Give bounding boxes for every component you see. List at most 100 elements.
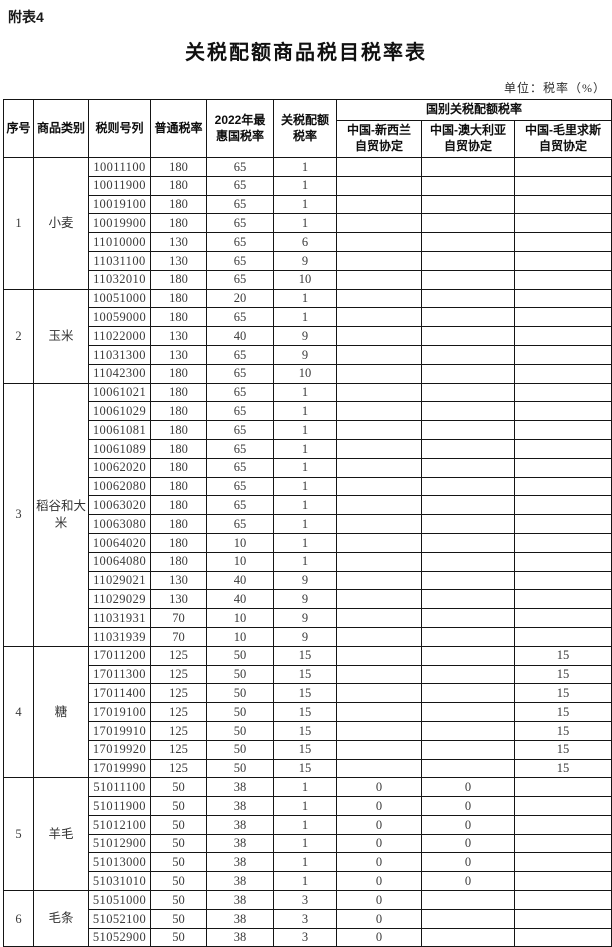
- rate-cell: [336, 514, 422, 534]
- rate-cell: [421, 420, 515, 440]
- rate-cell: [336, 720, 422, 741]
- rate-cell: [336, 532, 422, 553]
- rate-cell: [513, 589, 612, 610]
- category-cell: 小麦: [33, 157, 89, 290]
- header-mu-fta: 中国-毛里求斯 自贸协定: [513, 120, 612, 158]
- rate-cell: 0: [421, 777, 515, 798]
- table-body: 1 小麦 10011100 180 65 1 10011900 180 65 1 10019100 1…: [3, 157, 612, 947]
- rate-cell: 65: [206, 495, 274, 516]
- rate-cell: [336, 232, 422, 252]
- rate-cell: 15: [273, 683, 337, 704]
- rate-cell: 125: [150, 645, 207, 666]
- rate-cell: [513, 833, 612, 854]
- rate-cell: 130: [150, 326, 207, 346]
- rate-cell: [513, 871, 612, 892]
- rate-cell: [336, 589, 422, 610]
- header-country-group: 国别关税配额税率: [335, 99, 612, 121]
- rate-cell: 1: [273, 814, 337, 835]
- rate-cell: [513, 250, 612, 271]
- table-row: 17019920 125 50 15 15: [4, 739, 612, 760]
- rate-cell: 15: [273, 664, 337, 685]
- rate-cell: [421, 457, 515, 478]
- rate-cell: [513, 307, 612, 328]
- rate-cell: [513, 495, 612, 516]
- rate-cell: [421, 739, 515, 760]
- table-row: 10063020 180 65 1: [4, 495, 612, 516]
- rate-cell: [513, 157, 612, 177]
- rate-cell: 125: [150, 739, 207, 760]
- rate-cell: 180: [150, 175, 207, 196]
- rate-cell: 50: [206, 702, 274, 722]
- rate-cell: [336, 551, 422, 572]
- rate-cell: 50: [150, 777, 207, 798]
- rate-cell: 0: [421, 796, 515, 816]
- rate-cell: 50: [150, 814, 207, 835]
- rate-cell: [336, 194, 422, 215]
- table-row: 10019100 180 65 1: [4, 194, 612, 215]
- rate-cell: 50: [150, 852, 207, 873]
- table-row: 3 稻谷和大米 10061021 180 65 1: [3, 382, 612, 647]
- tariff-code-cell: 10062020: [88, 457, 151, 478]
- rate-cell: [421, 382, 515, 403]
- table-row: 10019900 180 65 1: [4, 213, 612, 234]
- rate-cell: 40: [206, 570, 274, 591]
- rate-cell: 40: [206, 589, 274, 610]
- rate-cell: 180: [150, 363, 207, 384]
- tariff-code-cell: 10019100: [88, 194, 151, 215]
- rate-cell: 65: [206, 307, 274, 328]
- rate-cell: 50: [150, 890, 207, 910]
- table-row: 51012900 50 38 1 0 0: [4, 833, 612, 854]
- rate-cell: 9: [273, 608, 337, 628]
- rate-cell: [336, 645, 422, 666]
- rate-cell: 180: [150, 438, 207, 459]
- rate-cell: 1: [273, 852, 337, 873]
- table-row: 11029021 130 40 9: [4, 570, 612, 591]
- rate-cell: 180: [150, 551, 207, 572]
- rate-cell: 180: [150, 307, 207, 328]
- rate-cell: [336, 307, 422, 328]
- rate-cell: [513, 927, 612, 947]
- rate-cell: [421, 269, 515, 290]
- rate-cell: [421, 175, 515, 196]
- tariff-code-cell: 11032010: [88, 269, 151, 290]
- table-row: 1 小麦 10011100 180 65 1: [3, 157, 612, 290]
- tariff-code-cell: 51012100: [88, 814, 151, 835]
- table-row: 2 玉米 10051000 180 20 1: [3, 288, 612, 384]
- rate-cell: 10: [206, 551, 274, 572]
- rate-cell: [336, 702, 422, 722]
- tariff-code-cell: 10064080: [88, 551, 151, 572]
- table-row: 51012100 50 38 1 0 0: [4, 814, 612, 835]
- table-row: 17019100 125 50 15 15: [4, 702, 612, 722]
- rate-cell: [336, 758, 422, 779]
- rate-cell: 0: [336, 833, 422, 854]
- rate-cell: 38: [206, 890, 274, 910]
- table-row: 51011900 50 38 1 0 0: [4, 796, 612, 816]
- rate-cell: 1: [273, 382, 337, 403]
- rate-cell: 1: [273, 495, 337, 516]
- rate-cell: 1: [273, 476, 337, 497]
- tariff-code-cell: 10011900: [88, 175, 151, 196]
- table-row: 11031939 70 10 9: [4, 626, 612, 647]
- rate-cell: 1: [273, 514, 337, 534]
- rate-cell: [513, 551, 612, 572]
- rate-cell: 9: [273, 626, 337, 647]
- header-au-fta: 中国-澳大利亚 自贸协定: [421, 120, 515, 158]
- rate-cell: 10: [273, 269, 337, 290]
- rate-cell: [336, 288, 422, 309]
- tariff-code-cell: 17019990: [88, 758, 151, 779]
- rate-cell: [421, 401, 515, 422]
- rate-cell: [421, 551, 515, 572]
- rate-cell: 1: [273, 307, 337, 328]
- rate-cell: [336, 157, 422, 177]
- rate-cell: [513, 476, 612, 497]
- tariff-code-cell: 17019910: [88, 720, 151, 741]
- table-row: 10061029 180 65 1: [4, 401, 612, 422]
- rate-cell: 125: [150, 720, 207, 741]
- table-row: 51031010 50 38 1 0 0: [4, 871, 612, 892]
- rate-cell: 20: [206, 288, 274, 309]
- rate-cell: [336, 326, 422, 346]
- tariff-code-cell: 11029021: [88, 570, 151, 591]
- rate-cell: 50: [206, 683, 274, 704]
- rate-cell: [513, 420, 612, 440]
- table-row: 17011400 125 50 15 15: [4, 683, 612, 704]
